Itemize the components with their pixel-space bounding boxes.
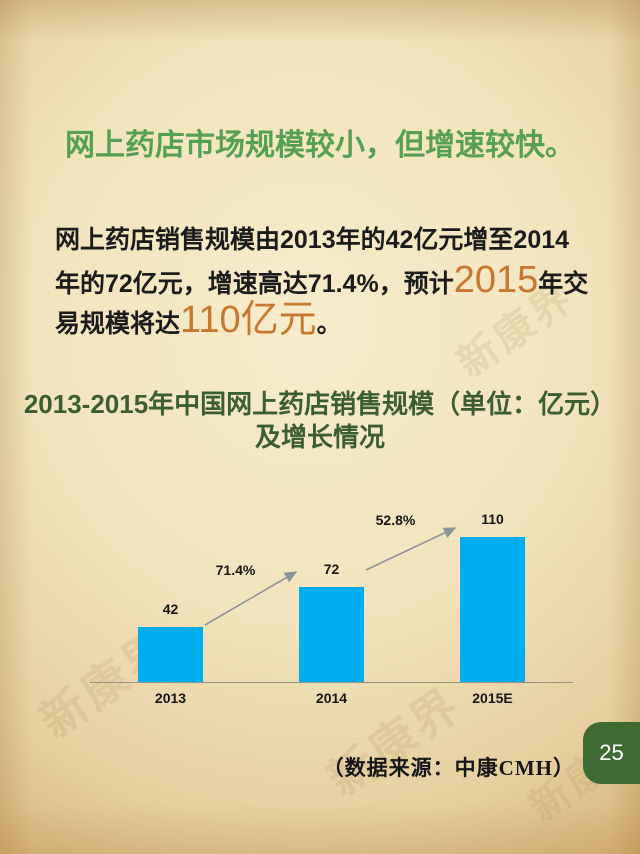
bar-chart: 42 2013 72 2014 110 2015E 71.4% 52.8% xyxy=(90,500,573,710)
bar-category-label: 2013 xyxy=(154,690,187,706)
page-number: 25 xyxy=(599,740,624,765)
bar-value-label: 110 xyxy=(481,511,504,527)
data-source-note: （数据来源：中康CMH） xyxy=(322,756,575,780)
body-line-3: 易规模将达110亿元。 xyxy=(55,300,595,340)
bar-category-label: 2014 xyxy=(315,690,348,706)
body-line-1: 网上药店销售规模由2013年的42亿元增至2014 xyxy=(55,220,595,260)
bar-category-label: 2015E xyxy=(472,690,513,706)
body-text: 年的72亿元，增速高达71.4%，预计 xyxy=(55,270,454,298)
growth-arrows-layer xyxy=(204,527,457,626)
body-text: 网上药店销售规模由2013年的42亿元增至2014 xyxy=(55,226,570,254)
growth-rate-label: 71.4% xyxy=(215,561,256,578)
bar-2014 xyxy=(299,587,364,682)
body-text: 易规模将达 xyxy=(55,310,181,338)
chart-title-line-1: 2013-2015年中国网上药店销售规模（单位：亿元） xyxy=(23,389,617,419)
chart-title-line-2: 及增长情况 xyxy=(254,422,385,452)
chart-title: 2013-2015年中国网上药店销售规模（单位：亿元） 及增长情况 xyxy=(0,388,640,454)
highlight-year-2015: 2015 xyxy=(453,259,539,301)
growth-arrow xyxy=(365,527,457,571)
bar-value-label: 42 xyxy=(162,601,179,617)
highlight-value-110: 110亿元 xyxy=(180,299,317,341)
page-number-badge: 25 xyxy=(583,722,640,784)
body-line-2: 年的72亿元，增速高达71.4%，预计2015年交 xyxy=(55,260,595,300)
growth-rate-label: 52.8% xyxy=(375,512,416,528)
bar-2013 xyxy=(138,627,203,682)
body-text: 年交 xyxy=(538,270,589,298)
slide-title: 网上药店市场规模较小，但增速较快。 xyxy=(65,129,575,162)
bar-2015E xyxy=(460,537,525,682)
body-paragraph: 网上药店销售规模由2013年的42亿元增至2014 年的72亿元，增速高达71.… xyxy=(55,220,595,340)
bar-value-label: 72 xyxy=(323,561,340,577)
body-text: 。 xyxy=(316,310,342,338)
x-axis-line xyxy=(90,682,573,683)
growth-arrow xyxy=(204,571,298,626)
